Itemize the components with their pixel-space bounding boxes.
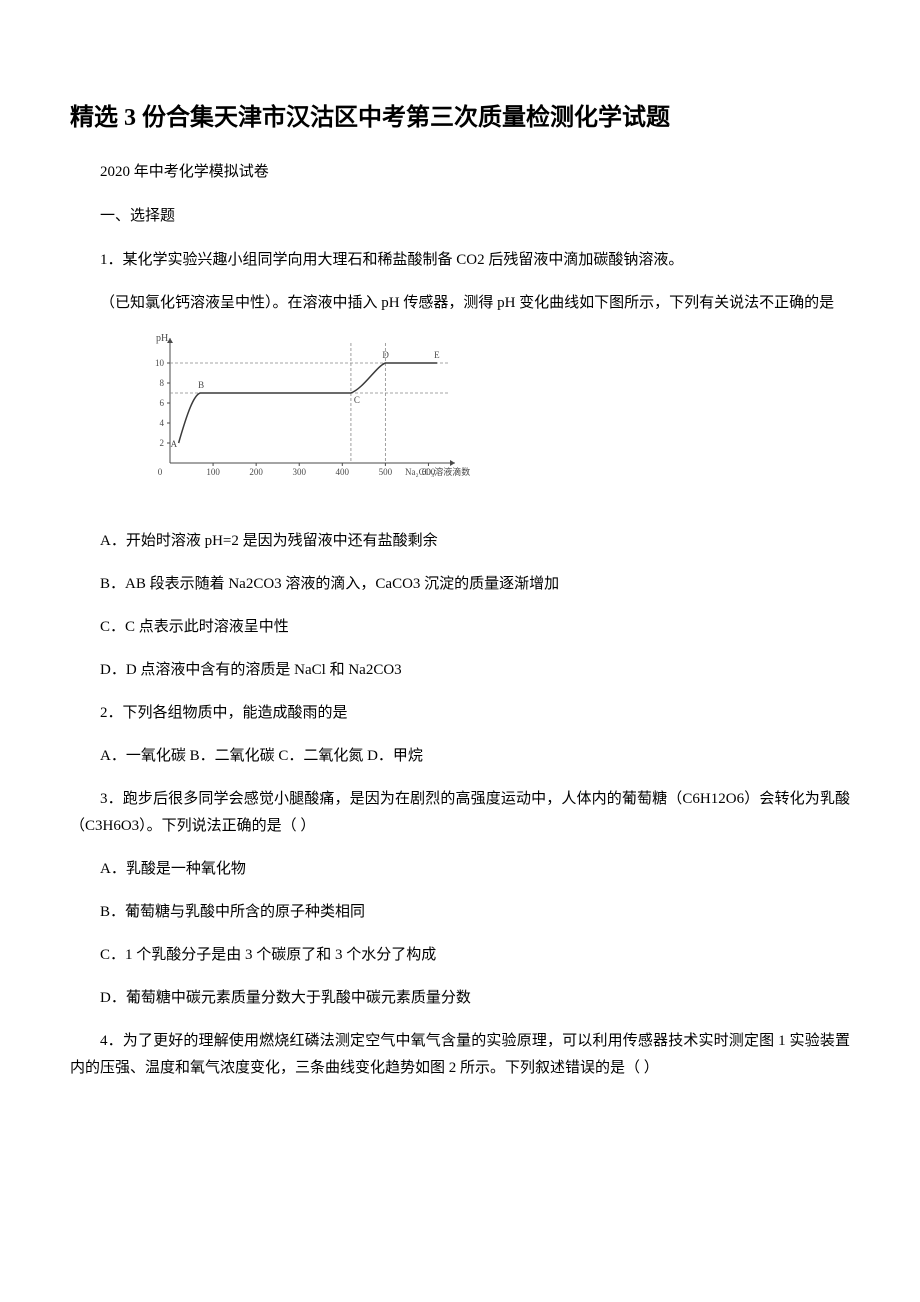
q1-option-a: A．开始时溶液 pH=2 是因为残留液中还有盐酸剩余 [70, 528, 850, 555]
svg-text:D: D [382, 350, 389, 360]
svg-text:4: 4 [160, 418, 165, 428]
q3-option-c: C．1 个乳酸分子是由 3 个碳原了和 3 个水分了构成 [70, 942, 850, 969]
svg-text:10: 10 [155, 358, 165, 368]
svg-text:300: 300 [292, 467, 306, 477]
svg-text:500: 500 [379, 467, 393, 477]
svg-text:400: 400 [336, 467, 350, 477]
svg-text:8: 8 [160, 378, 165, 388]
q3-option-a: A．乳酸是一种氧化物 [70, 856, 850, 883]
svg-text:B: B [198, 380, 204, 390]
q3-stem: 3．跑步后很多同学会感觉小腿酸痛，是因为在剧烈的高强度运动中，人体内的葡萄糖（C… [70, 786, 850, 840]
svg-text:0: 0 [158, 467, 163, 477]
svg-text:6: 6 [160, 398, 165, 408]
svg-text:100: 100 [206, 467, 220, 477]
svg-text:A: A [171, 439, 178, 449]
q1-option-b: B．AB 段表示随着 Na2CO3 溶液的滴入，CaCO3 沉淀的质量逐渐增加 [70, 571, 850, 598]
q2-stem: 2．下列各组物质中，能造成酸雨的是 [70, 700, 850, 727]
page-title: 精选 3 份合集天津市汉沽区中考第三次质量检测化学试题 [70, 100, 850, 136]
q1-option-c: C．C 点表示此时溶液呈中性 [70, 614, 850, 641]
svg-text:C: C [354, 395, 360, 405]
q4-stem: 4．为了更好的理解使用燃烧红磷法测定空气中氧气含量的实验原理，可以利用传感器技术… [70, 1028, 850, 1082]
exam-subtitle: 2020 年中考化学模拟试卷 [70, 160, 850, 186]
q2-options: A．一氧化碳 B．二氧化碳 C．二氧化氮 D．甲烷 [70, 743, 850, 770]
svg-text:pH: pH [156, 333, 168, 344]
svg-text:Na₂CO₃溶液滴数: Na₂CO₃溶液滴数 [405, 466, 470, 477]
q1-stem-1: 1．某化学实验兴趣小组同学向用大理石和稀盐酸制备 CO2 后残留液中滴加碳酸钠溶… [70, 247, 850, 274]
q3-option-d: D．葡萄糖中碳元素质量分数大于乳酸中碳元素质量分数 [70, 985, 850, 1012]
ph-chart: 2468101002003004005006000ABCDEpHNa₂CO₃溶液… [140, 333, 850, 498]
svg-text:E: E [434, 350, 440, 360]
svg-text:2: 2 [160, 438, 165, 448]
q3-option-b: B．葡萄糖与乳酸中所含的原子种类相同 [70, 899, 850, 926]
q1-option-d: D．D 点溶液中含有的溶质是 NaCl 和 Na2CO3 [70, 657, 850, 684]
q1-stem-2: （已知氯化钙溶液呈中性）。在溶液中插入 pH 传感器，测得 pH 变化曲线如下图… [70, 290, 850, 317]
svg-text:200: 200 [249, 467, 263, 477]
ph-chart-svg: 2468101002003004005006000ABCDEpHNa₂CO₃溶液… [140, 333, 480, 498]
section-heading: 一、选择题 [70, 204, 850, 230]
